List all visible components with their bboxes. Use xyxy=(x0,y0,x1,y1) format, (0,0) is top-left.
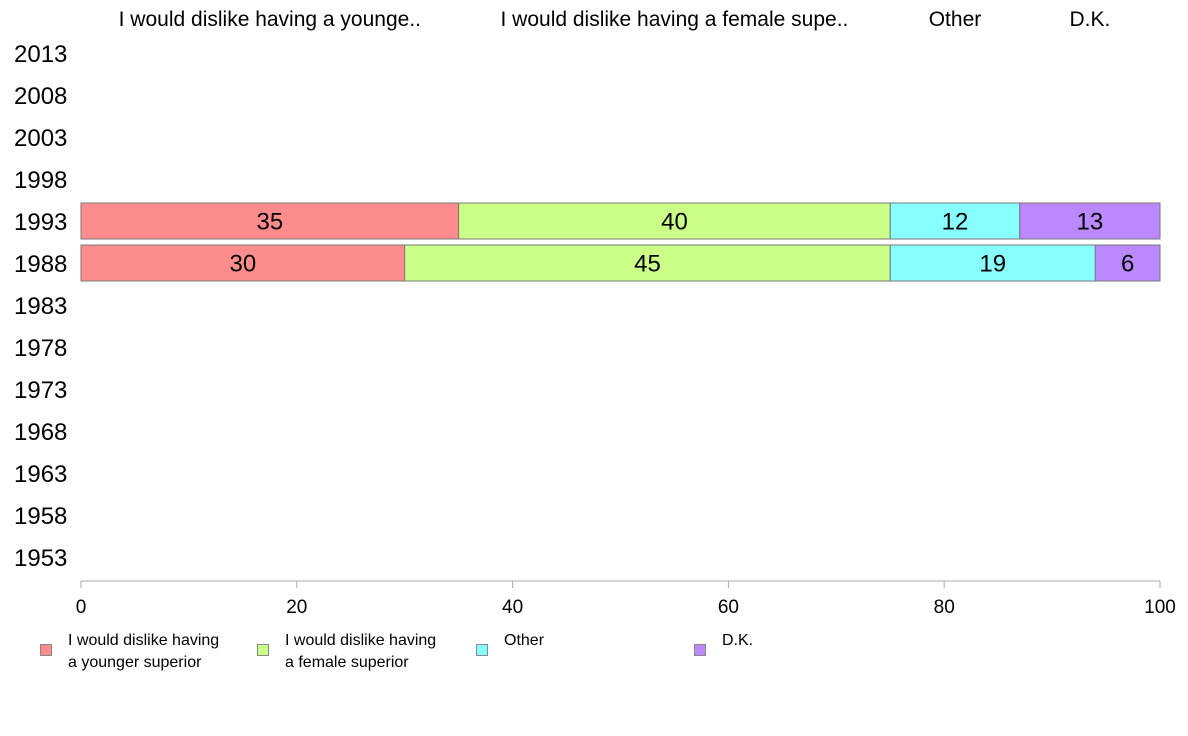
bar-1993-d-k xyxy=(1019,202,1161,240)
x-tick-label-20: 20 xyxy=(286,597,307,618)
x-tick-label-40: 40 xyxy=(502,597,523,618)
bar-label-1988-i-would-dislike-having-a-female-superior: 45 xyxy=(634,251,661,278)
year-label-1973: 1973 xyxy=(14,377,67,404)
stacked-bar-chart: I would dislike having a younge.. I would… xyxy=(14,8,1176,618)
column-header-other: Other xyxy=(929,8,982,31)
chart-legend: I would dislike having a younger superio… xyxy=(0,630,1188,690)
legend-item-other: Other xyxy=(476,630,544,656)
bar-1993-other xyxy=(889,202,1021,240)
legend-swatch-younger-superior xyxy=(40,644,52,656)
bar-1988-i-would-dislike-having-a-younger-superior xyxy=(80,244,406,282)
year-label-1958: 1958 xyxy=(14,503,67,530)
year-label-1993: 1993 xyxy=(14,209,67,236)
year-label-1978: 1978 xyxy=(14,335,67,362)
column-header-i-would-dislike-having-a-female-superior: I would dislike having a female supe.. xyxy=(501,8,849,31)
legend-label-dk: D.K. xyxy=(722,632,754,649)
year-label-1988: 1988 xyxy=(14,251,67,278)
x-tick-label-60: 60 xyxy=(718,597,739,618)
year-label-1998: 1998 xyxy=(14,167,67,194)
bar-1988-other xyxy=(889,244,1096,282)
column-header-d-k: D.K. xyxy=(1069,8,1110,31)
x-tick-label-80: 80 xyxy=(934,597,955,618)
legend-swatch-female-superior xyxy=(257,644,269,656)
column-header-i-would-dislike-having-a-younger-superior: I would dislike having a younge.. xyxy=(119,8,421,31)
bar-label-1993-i-would-dislike-having-a-younger-superior: 35 xyxy=(256,209,283,236)
year-label-1983: 1983 xyxy=(14,293,67,320)
year-label-2013: 2013 xyxy=(14,41,67,68)
legend-item-female-superior: I would dislike having a female superior xyxy=(257,630,436,674)
bar-1993-i-would-dislike-having-a-female-superior xyxy=(458,202,891,240)
bar-label-1993-other: 12 xyxy=(942,209,969,236)
year-label-1953: 1953 xyxy=(14,545,67,572)
year-label-1968: 1968 xyxy=(14,419,67,446)
bar-label-1988-d-k: 6 xyxy=(1121,251,1134,278)
legend-label-female-superior: I would dislike having a female superior xyxy=(285,632,437,671)
legend-swatch-dk xyxy=(694,644,706,656)
bar-label-1993-i-would-dislike-having-a-female-superior: 40 xyxy=(661,209,688,236)
x-tick-label-0: 0 xyxy=(76,597,87,618)
year-label-2008: 2008 xyxy=(14,83,67,110)
legend-label-younger-superior: I would dislike having a younger superio… xyxy=(68,632,220,671)
year-label-1963: 1963 xyxy=(14,461,67,488)
bar-label-1988-other: 19 xyxy=(979,251,1006,278)
legend-item-younger-superior: I would dislike having a younger superio… xyxy=(40,630,219,674)
year-label-2003: 2003 xyxy=(14,125,67,152)
bar-1988-i-would-dislike-having-a-female-superior xyxy=(404,244,891,282)
bar-label-1993-d-k: 13 xyxy=(1077,209,1104,236)
bar-1988-d-k xyxy=(1094,244,1161,282)
legend-label-other: Other xyxy=(504,632,545,649)
bar-1993-i-would-dislike-having-a-younger-superior xyxy=(80,202,460,240)
bar-label-1988-i-would-dislike-having-a-younger-superior: 30 xyxy=(229,251,256,278)
x-tick-label-100: 100 xyxy=(1144,597,1176,618)
legend-item-dk: D.K. xyxy=(694,630,753,656)
legend-swatch-other xyxy=(476,644,488,656)
